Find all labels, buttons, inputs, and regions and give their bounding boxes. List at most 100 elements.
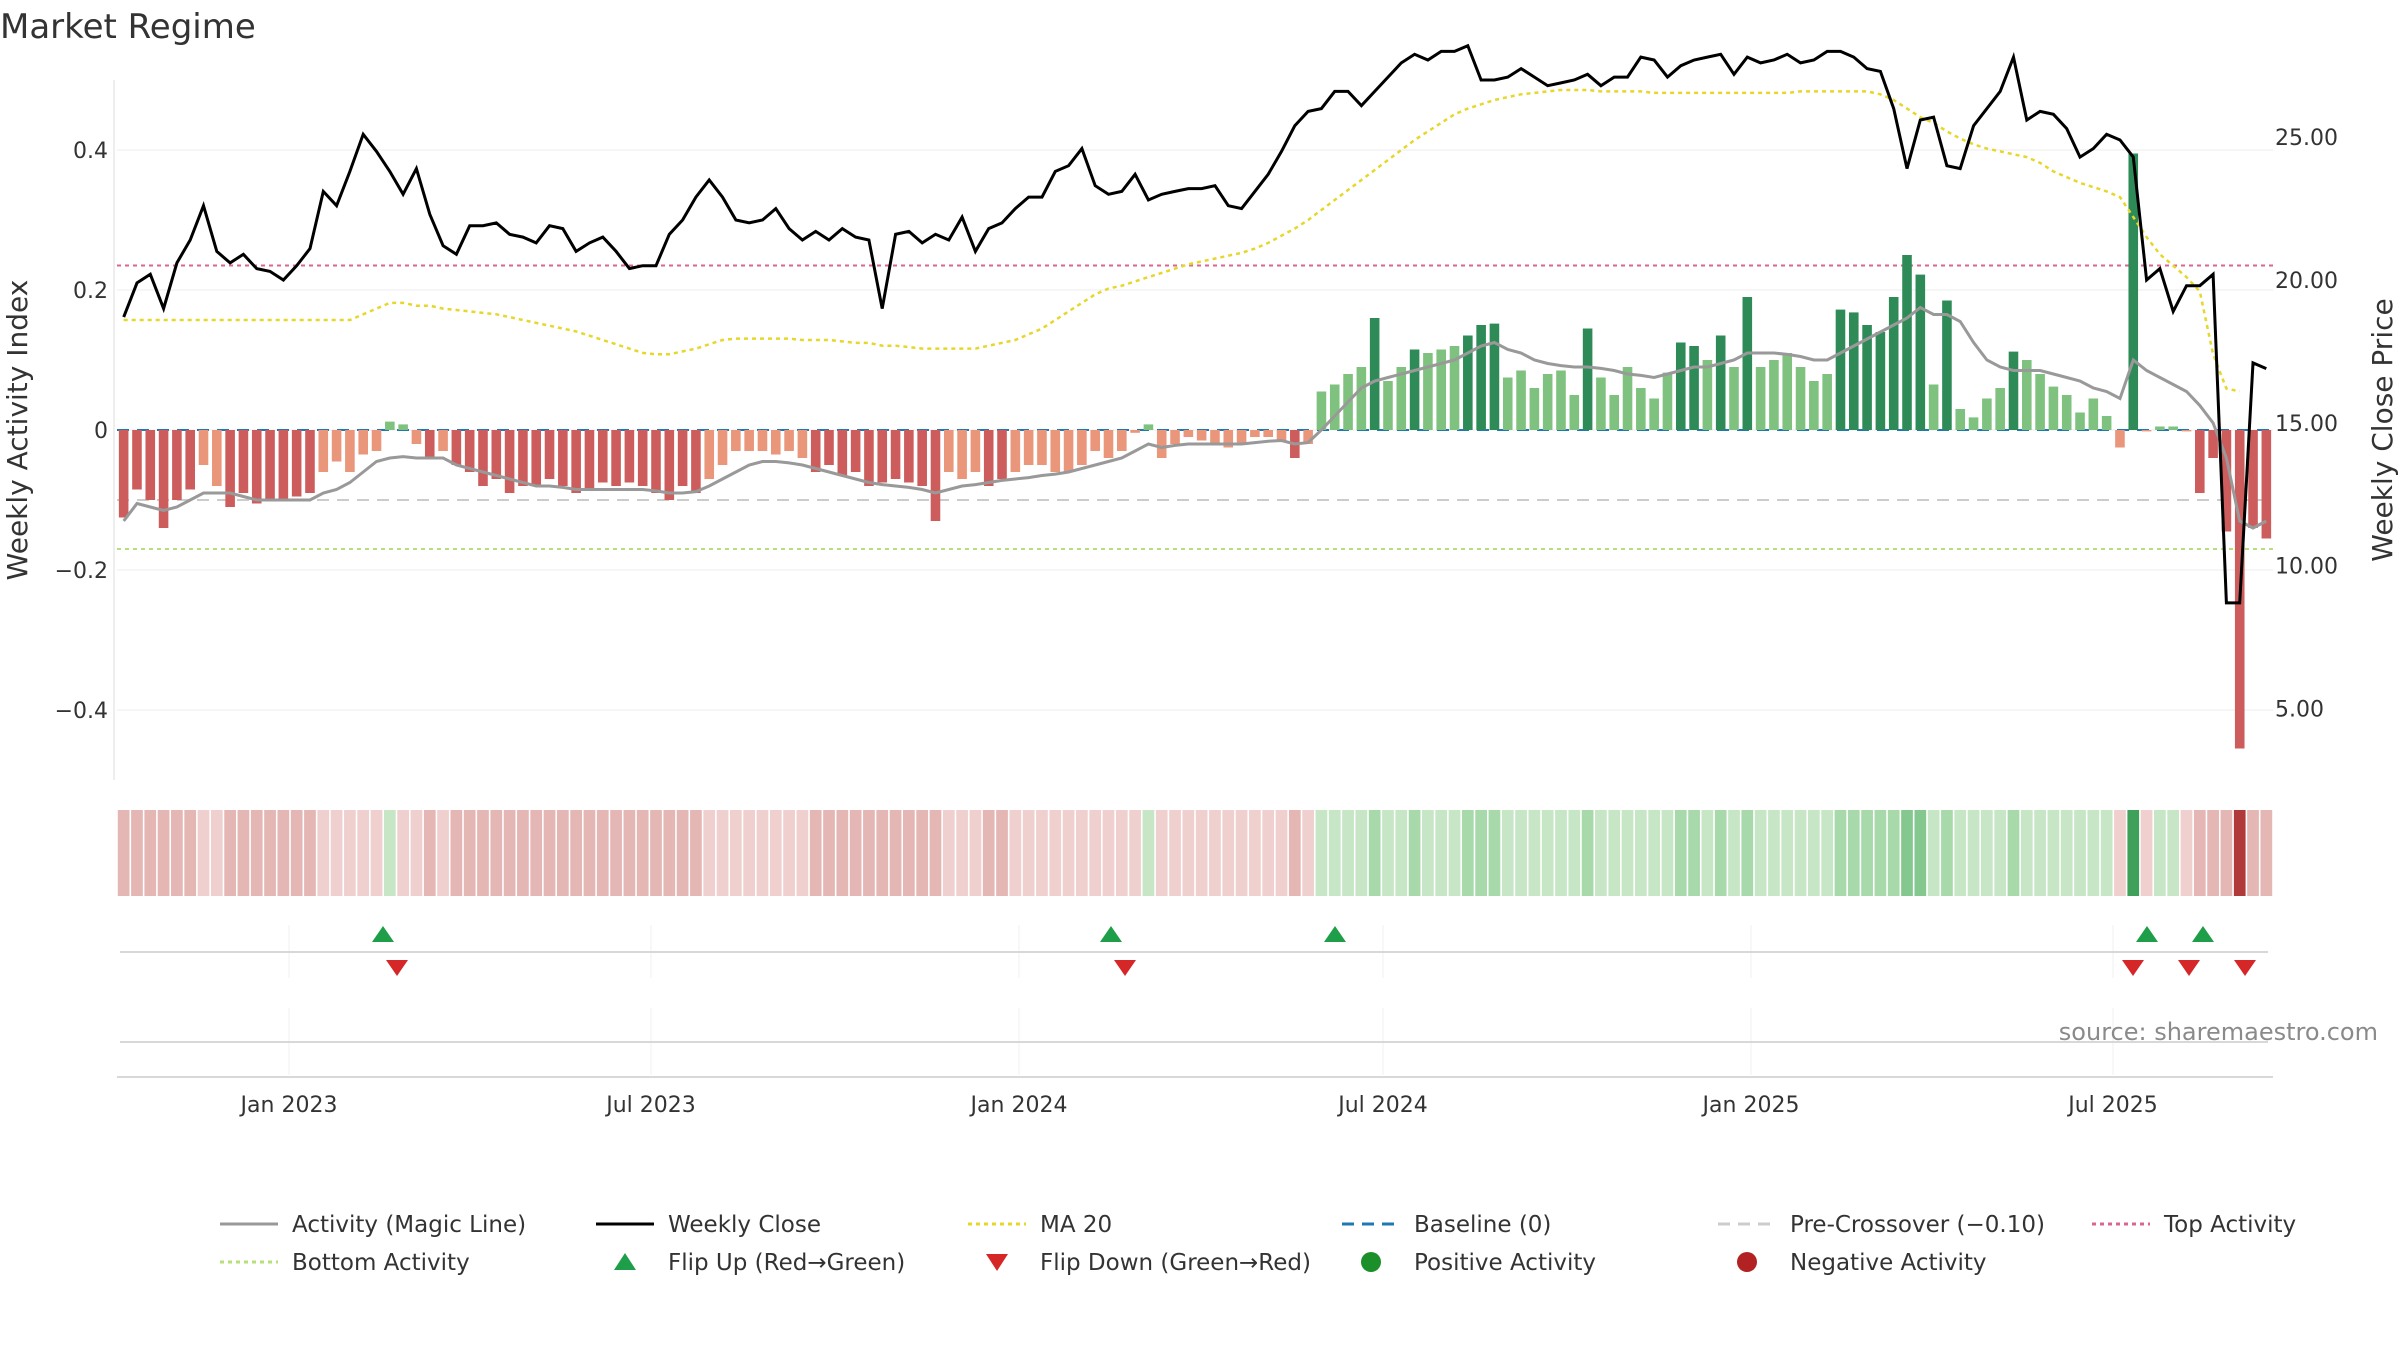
activity-bar	[1383, 381, 1393, 430]
activity-bar	[1609, 395, 1620, 430]
regime-cell	[2154, 810, 2166, 896]
activity-bar	[2208, 430, 2218, 458]
chart-title: Market Regime	[0, 7, 256, 47]
regime-cell	[2047, 810, 2060, 896]
activity-bar	[2248, 430, 2258, 528]
regime-cell	[2193, 810, 2206, 896]
activity-bar	[1848, 312, 1859, 430]
regime-cell	[383, 810, 396, 896]
activity-bar	[464, 430, 475, 472]
regime-cell	[1235, 810, 1248, 896]
legend-label: MA 20	[1040, 1212, 1112, 1238]
y-right-tick-label: 5.00	[2275, 698, 2324, 723]
regime-cell	[1169, 810, 1181, 896]
activity-bar	[1902, 255, 1912, 430]
x-axis: Jan 2023 Jul 2023 Jan 2024 Jul 2024 Jan 2025…	[117, 925, 2273, 1118]
regime-cell	[1488, 810, 1501, 896]
activity-bar	[1809, 381, 1819, 430]
regime-cell	[1222, 810, 1235, 896]
regime-cell	[1275, 810, 1288, 896]
regime-cell	[2007, 810, 2020, 896]
y-left-tick-label: 0.2	[73, 279, 108, 304]
regime-cell	[1688, 810, 1700, 896]
regime-cell	[1941, 810, 1953, 896]
activity-bar	[691, 430, 701, 493]
activity-bar	[1769, 360, 1779, 430]
regime-cell	[357, 810, 370, 896]
flip-up-marker	[2136, 926, 2158, 942]
legend-label: Flip Up (Red→Green)	[668, 1250, 905, 1276]
regime-cell	[969, 810, 982, 896]
activity-bar	[1156, 430, 1167, 458]
regime-cell	[889, 810, 902, 896]
legend-label: Activity (Magic Line)	[292, 1212, 526, 1238]
activity-bar	[478, 430, 488, 486]
regime-cell	[1009, 810, 1022, 896]
activity-bar	[265, 430, 275, 500]
activity-bar	[1689, 346, 1699, 430]
regime-cell	[1461, 810, 1474, 896]
regime-cell	[1807, 810, 1820, 896]
regime-cell	[1342, 810, 1354, 896]
activity-bar	[850, 430, 861, 472]
activity-bar	[2155, 426, 2165, 430]
x-tick-label: Jan 2023	[239, 1093, 338, 1118]
activity-bar	[318, 430, 329, 472]
activity-bar	[438, 430, 448, 451]
regime-cell	[796, 810, 809, 896]
regime-cell	[1901, 810, 1913, 896]
activity-bar	[1449, 346, 1460, 430]
activity-bar	[890, 430, 901, 479]
activity-bar	[1223, 430, 1234, 448]
activity-bar	[837, 430, 848, 476]
regime-cell	[1022, 810, 1035, 896]
x-tick-label: Jul 2024	[1336, 1093, 1428, 1118]
activity-bar	[251, 430, 262, 504]
regime-cell	[1062, 810, 1075, 896]
regime-cell	[197, 810, 210, 896]
legend: Activity (Magic Line) Weekly Close MA 20 Ba…	[220, 1212, 2296, 1276]
activity-bar	[2128, 153, 2139, 430]
regime-cell	[2220, 810, 2233, 896]
activity-bar	[1649, 398, 1659, 430]
activity-bar	[1875, 332, 1886, 430]
activity-bar	[584, 430, 595, 490]
grid-layer	[117, 149, 2273, 711]
regime-cell	[1422, 810, 1434, 896]
regime-cell	[1328, 810, 1341, 896]
regime-cell	[1768, 810, 1780, 896]
activity-bar	[158, 430, 169, 528]
activity-bar	[1463, 335, 1473, 430]
regime-cell	[1262, 810, 1275, 896]
weekly-close-line	[122, 43, 2267, 605]
regime-cell	[716, 810, 729, 896]
activity-bar	[145, 430, 156, 500]
activity-bar	[1662, 372, 1673, 430]
activity-bar	[1596, 377, 1606, 430]
activity-bar	[1023, 430, 1034, 465]
activity-bar	[1622, 367, 1633, 430]
flip-down-marker	[2234, 960, 2256, 976]
flip-up-marker	[2192, 926, 2214, 942]
activity-bar	[2261, 430, 2272, 539]
regime-cell	[2140, 810, 2153, 896]
activity-bar	[611, 430, 621, 486]
activity-bar	[1236, 430, 1247, 444]
regime-cell	[2020, 810, 2033, 896]
regime-cell	[729, 810, 742, 896]
activity-bar	[1489, 323, 1500, 430]
regime-cell	[996, 810, 1008, 896]
regime-cell	[1408, 810, 1421, 896]
regime-cell	[2207, 810, 2219, 896]
regime-cell	[370, 810, 383, 896]
regime-cell	[330, 810, 343, 896]
regime-cell	[650, 810, 662, 896]
activity-bar	[291, 430, 302, 497]
activity-bar	[1569, 395, 1580, 430]
regime-cell	[743, 810, 756, 896]
activity-bar	[278, 430, 289, 500]
flip-down-marker	[2178, 960, 2200, 976]
activity-bar	[1888, 297, 1899, 430]
regime-cell	[1315, 810, 1328, 896]
legend-swatch-flip-down	[986, 1254, 1008, 1271]
